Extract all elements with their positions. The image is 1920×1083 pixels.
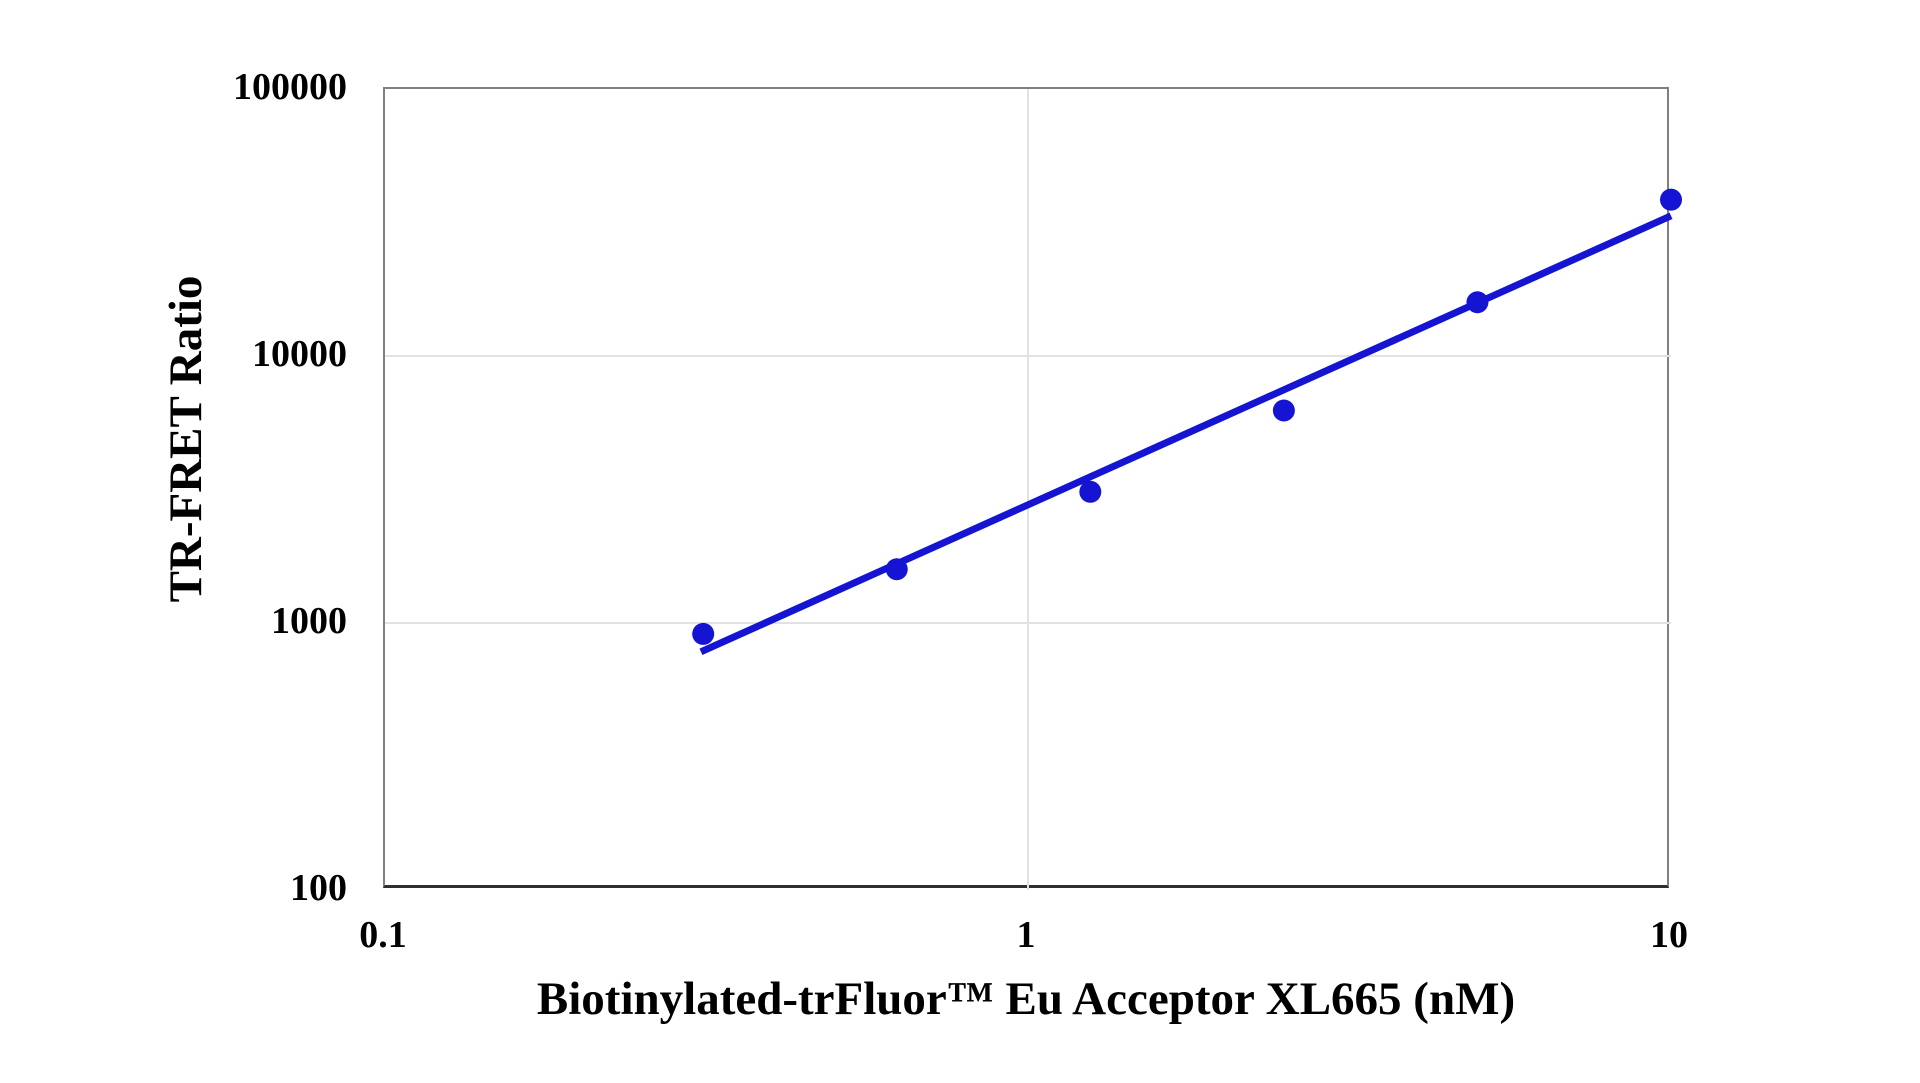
data-point xyxy=(1079,480,1102,503)
x-tick-label: 0.1 xyxy=(359,914,407,956)
data-point xyxy=(1660,188,1682,211)
y-tick-label: 1000 xyxy=(271,600,347,642)
y-tick-label: 10000 xyxy=(252,333,347,375)
x-tick-label: 1 xyxy=(1016,914,1036,956)
y-tick-label: 100 xyxy=(290,867,347,909)
y-tick-label: 100000 xyxy=(233,66,347,108)
data-point xyxy=(692,622,715,645)
trend-line xyxy=(699,212,1673,656)
data-point xyxy=(1466,291,1489,314)
y-axis-title: TR-FRET Ratio xyxy=(160,275,212,603)
data-point xyxy=(885,558,908,581)
x-tick-label: 10 xyxy=(1650,914,1688,956)
chart-svg xyxy=(385,89,1682,890)
x-axis-title: Biotinylated-trFluor™ Eu Acceptor XL665 … xyxy=(536,973,1516,1025)
plot-area xyxy=(383,87,1682,890)
data-point xyxy=(1272,399,1295,422)
